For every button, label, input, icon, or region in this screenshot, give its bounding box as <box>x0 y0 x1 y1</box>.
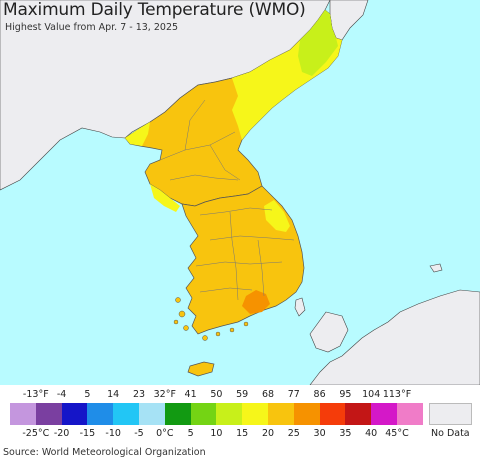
province-borders <box>159 99 295 301</box>
celsius-tick: 40 <box>365 428 378 439</box>
celsius-tick: 10 <box>210 428 223 439</box>
celsius-tick: 35 <box>339 428 352 439</box>
north-korea-west-cool-zone <box>125 122 150 146</box>
fahrenheit-tick: 32°F <box>153 389 176 400</box>
fahrenheit-tick: 23 <box>132 389 146 400</box>
legend-swatch <box>113 403 140 425</box>
japan-kyushu <box>309 311 349 353</box>
celsius-tick: -5 <box>134 428 144 439</box>
north-korea-coolest-zone <box>298 10 338 76</box>
legend-swatch <box>139 403 166 425</box>
japan-landmass <box>309 289 480 385</box>
celsius-tick: 20 <box>261 428 275 439</box>
small-island <box>429 263 443 273</box>
celsius-tick: 30 <box>313 428 326 439</box>
celsius-tick: -25°C <box>22 428 50 439</box>
fahrenheit-tick: 104 <box>362 389 381 400</box>
southwest-islands <box>173 297 249 341</box>
legend-swatch <box>268 403 295 425</box>
fahrenheit-tick: 95 <box>339 389 352 400</box>
fahrenheit-tick: 113°F <box>382 389 412 400</box>
page-title: Maximum Daily Temperature (WMO) <box>3 0 306 20</box>
fahrenheit-tick: 59 <box>236 389 249 400</box>
legend-swatch <box>216 403 243 425</box>
tsushima-island <box>294 297 306 317</box>
celsius-tick: 15 <box>236 428 249 439</box>
fahrenheit-tick: 41 <box>184 389 197 400</box>
fahrenheit-tick: -13°F <box>22 389 49 400</box>
legend-swatch <box>397 403 424 425</box>
legend-swatch <box>35 403 63 425</box>
color-legend: -13°F -4 5 14 23 32°F 41 50 59 68 77 86 95 104 113°F -… <box>0 385 480 460</box>
no-data-swatch <box>429 403 472 425</box>
legend-swatch <box>345 403 372 425</box>
legend-swatch <box>61 403 88 425</box>
fahrenheit-tick: 14 <box>107 389 120 400</box>
legend-swatch <box>371 403 398 425</box>
south-korea-warm-spot <box>242 290 270 314</box>
celsius-tick: -15 <box>79 428 96 439</box>
fahrenheit-tick: 5 <box>84 389 91 400</box>
fahrenheit-tick: 50 <box>210 389 223 400</box>
celsius-tick: -20 <box>53 428 70 439</box>
legend-swatch <box>87 403 114 425</box>
page-subtitle: Highest Value from Apr. 7 - 13, 2025 <box>5 22 179 33</box>
celsius-tick: 25 <box>287 428 300 439</box>
temperature-map: Maximum Daily Temperature (WMO) Highest … <box>0 0 480 385</box>
celsius-tick: 45°C <box>385 428 409 439</box>
south-korea-region <box>181 185 305 335</box>
map-graphic <box>0 0 480 385</box>
south-korea-west-cool-zone <box>150 184 180 212</box>
fahrenheit-tick: 86 <box>313 389 326 400</box>
fahrenheit-tick: 77 <box>287 389 300 400</box>
legend-swatch <box>293 403 321 425</box>
legend-swatch <box>242 403 269 425</box>
fahrenheit-tick: -4 <box>56 389 67 400</box>
legend-swatch <box>164 403 192 425</box>
legend-swatch <box>319 403 346 425</box>
south-korea-east-cool-zone <box>264 200 290 232</box>
fahrenheit-tick: 68 <box>261 389 275 400</box>
legend-swatch <box>10 403 37 425</box>
russia-landmass <box>329 0 369 41</box>
celsius-tick: 0°C <box>156 428 174 439</box>
legend-swatch <box>190 403 217 425</box>
celsius-tick: 5 <box>187 428 194 439</box>
jeju-island <box>187 361 215 377</box>
no-data-label: No Data <box>431 428 470 439</box>
celsius-tick: -10 <box>105 428 121 439</box>
source-credit: Source: World Meteorological Organizatio… <box>3 447 206 458</box>
